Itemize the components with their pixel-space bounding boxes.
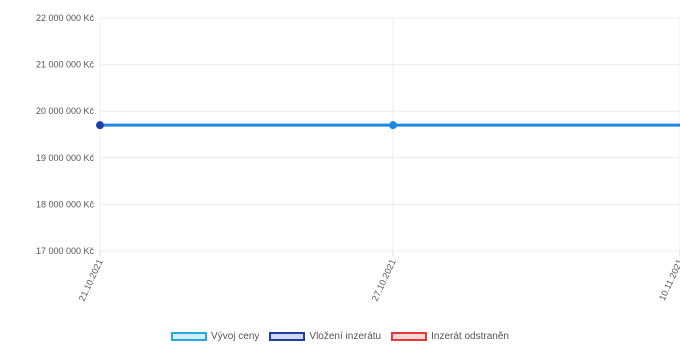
y-axis: 17 000 000 Kč 18 000 000 Kč 19 000 000 Kč 2…: [36, 13, 95, 256]
legend-swatch: [391, 331, 428, 341]
legend-item[interactable]: Vývoj ceny: [171, 331, 259, 342]
y-tick-label: 20 000 000 Kč: [36, 106, 95, 116]
legend-label: Vývoj ceny: [211, 330, 260, 342]
y-tick-label: 21 000 000 Kč: [36, 60, 95, 70]
x-tick-label: 27.10.2021: [370, 258, 398, 303]
data-point: [389, 121, 397, 130]
data-points: [96, 121, 397, 130]
y-tick-label: 19 000 000 Kč: [36, 153, 95, 163]
data-point: [96, 121, 104, 130]
x-tick-label: 10.11.2021: [657, 258, 680, 302]
legend-label: Inzerát odstraněn: [431, 330, 509, 342]
x-tick-label: 21.10.2021: [77, 258, 105, 303]
y-tick-label: 18 000 000 Kč: [36, 199, 95, 209]
legend-item[interactable]: Vložení inzerátu: [269, 331, 381, 342]
legend-swatch: [269, 331, 306, 341]
legend: Vývoj ceny Vložení inzerátu Inzerát odstra…: [0, 328, 680, 344]
grid: [99, 17, 680, 256]
legend-swatch: [171, 331, 208, 341]
legend-item[interactable]: Inzerát odstraněn: [391, 331, 509, 342]
y-tick-label: 17 000 000 Kč: [36, 246, 95, 256]
x-axis: 21.10.2021 27.10.2021 10.11.2021: [77, 258, 680, 303]
y-tick-label: 22 000 000 Kč: [36, 13, 95, 23]
legend-label: Vložení inzerátu: [309, 330, 382, 342]
